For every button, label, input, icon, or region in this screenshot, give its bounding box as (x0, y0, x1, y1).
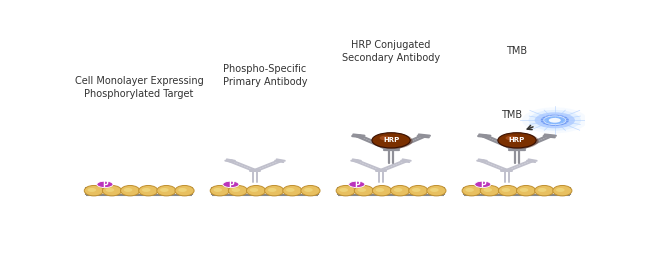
Ellipse shape (412, 188, 421, 192)
Ellipse shape (301, 185, 320, 196)
Ellipse shape (394, 188, 402, 192)
Ellipse shape (286, 188, 294, 192)
Text: TMB: TMB (506, 46, 528, 56)
Ellipse shape (265, 185, 284, 196)
Ellipse shape (268, 188, 276, 192)
Ellipse shape (142, 188, 151, 192)
Ellipse shape (210, 185, 229, 196)
Ellipse shape (250, 188, 258, 192)
Circle shape (522, 107, 588, 133)
Circle shape (349, 181, 365, 187)
Ellipse shape (430, 188, 439, 192)
Text: P: P (480, 180, 486, 189)
Ellipse shape (339, 188, 348, 192)
Ellipse shape (138, 185, 158, 196)
Circle shape (543, 116, 566, 125)
Circle shape (97, 181, 113, 187)
Ellipse shape (556, 188, 565, 192)
Text: HRP Conjugated
Secondary Antibody: HRP Conjugated Secondary Antibody (342, 40, 440, 63)
Text: P: P (228, 180, 234, 189)
Ellipse shape (427, 185, 446, 196)
Ellipse shape (157, 185, 176, 196)
Ellipse shape (336, 185, 356, 196)
Ellipse shape (372, 133, 413, 149)
Ellipse shape (88, 188, 96, 192)
Ellipse shape (106, 188, 114, 192)
Ellipse shape (120, 185, 140, 196)
Ellipse shape (391, 185, 410, 196)
Circle shape (534, 112, 575, 128)
Ellipse shape (517, 185, 536, 196)
Text: Phospho-Specific
Primary Antibody: Phospho-Specific Primary Antibody (223, 64, 307, 87)
Ellipse shape (480, 185, 499, 196)
Ellipse shape (538, 188, 547, 192)
Ellipse shape (160, 188, 169, 192)
Ellipse shape (354, 185, 374, 196)
Ellipse shape (534, 185, 554, 196)
Ellipse shape (103, 185, 122, 196)
Circle shape (541, 115, 569, 126)
Text: HRP: HRP (383, 137, 399, 143)
Text: HRP: HRP (509, 137, 525, 143)
Ellipse shape (502, 188, 510, 192)
Ellipse shape (124, 188, 133, 192)
Ellipse shape (213, 188, 222, 192)
Ellipse shape (372, 185, 391, 196)
Circle shape (528, 110, 581, 131)
Circle shape (372, 133, 410, 148)
Text: P: P (354, 180, 359, 189)
Circle shape (380, 136, 391, 140)
Text: P: P (102, 180, 108, 189)
Ellipse shape (462, 185, 481, 196)
Text: TMB: TMB (501, 110, 523, 120)
Ellipse shape (552, 185, 572, 196)
Ellipse shape (84, 185, 103, 196)
Ellipse shape (358, 188, 366, 192)
Circle shape (223, 181, 239, 187)
Ellipse shape (409, 185, 428, 196)
Ellipse shape (499, 133, 539, 149)
Ellipse shape (246, 185, 266, 196)
Ellipse shape (376, 188, 384, 192)
Circle shape (506, 136, 517, 140)
Ellipse shape (520, 188, 528, 192)
Circle shape (498, 133, 536, 148)
Ellipse shape (231, 188, 240, 192)
Circle shape (474, 181, 491, 187)
Text: Cell Monolayer Expressing
Phosphorylated Target: Cell Monolayer Expressing Phosphorylated… (75, 76, 203, 99)
Ellipse shape (175, 185, 194, 196)
Ellipse shape (304, 188, 313, 192)
Ellipse shape (228, 185, 248, 196)
Ellipse shape (465, 188, 474, 192)
Ellipse shape (178, 188, 187, 192)
Circle shape (549, 118, 561, 123)
Ellipse shape (484, 188, 492, 192)
Ellipse shape (499, 185, 517, 196)
Ellipse shape (283, 185, 302, 196)
